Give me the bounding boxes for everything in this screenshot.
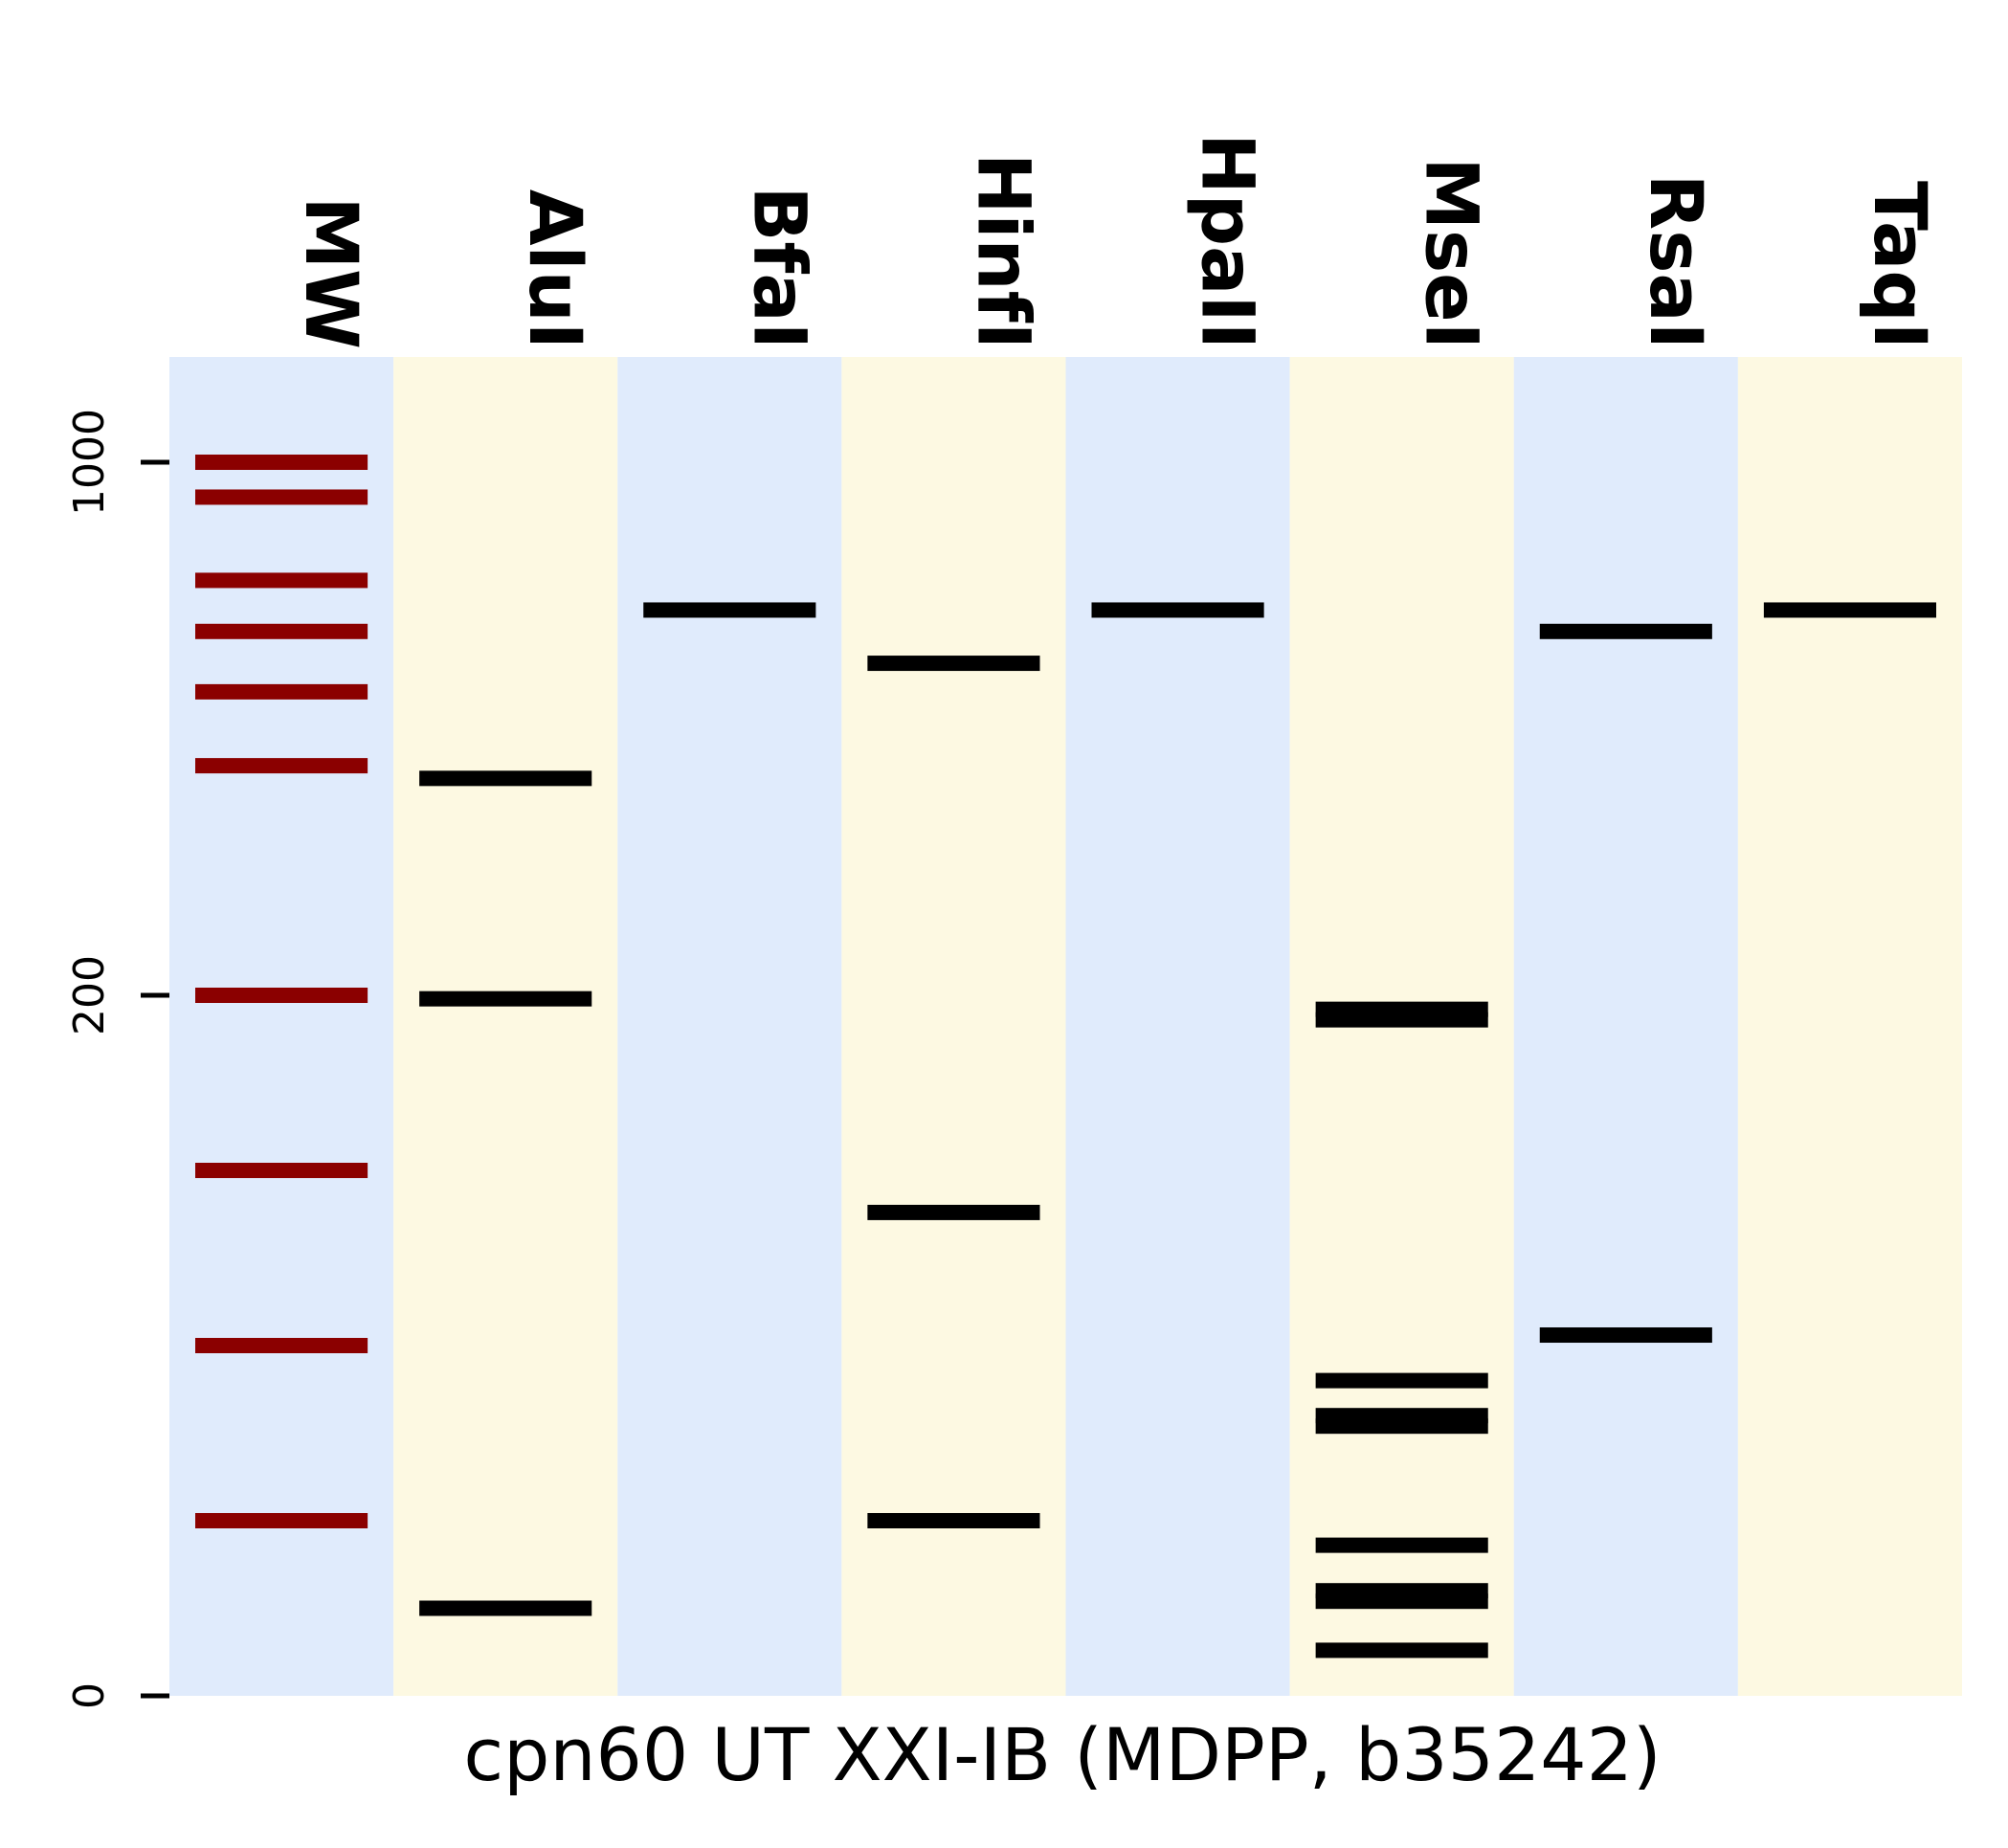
lane-mw-background [169,357,394,1696]
band-hpaii-640 [1091,602,1264,618]
y-tick-label-0: 0 [65,1682,114,1709]
band-msei-43 [1315,1537,1488,1553]
band-mw-900 [195,489,368,505]
lane-label-bfai: BfaI [737,186,822,349]
lane-label-taqi: TaqI [1858,181,1943,349]
band-mw-1000 [195,455,368,470]
band-alui-199 [419,991,592,1007]
band-rsai-103 [1539,1327,1712,1344]
band-msei-27 [1315,1593,1488,1610]
band-mw-500 [195,683,368,700]
lane-label-rsai: RsaI [1634,174,1719,349]
band-mw-700 [195,572,368,589]
band-hinfi-545 [867,656,1040,672]
band-msei-90 [1315,1372,1488,1389]
lane-backgrounds [169,357,1962,1696]
lane-label-hinfi: HinfI [961,153,1046,349]
lane-rsai-background [1513,357,1738,1696]
band-msei-13 [1315,1642,1488,1659]
band-alui-385 [419,770,592,787]
band-msei-193 [1315,1012,1488,1028]
band-mw-600 [195,623,368,639]
band-mw-50 [195,1513,368,1528]
y-tick-label-200: 200 [65,955,114,1035]
y-axis: 1000 200 0 [65,409,169,1709]
lane-label-msei: MseI [1410,157,1495,349]
bands-layer [195,455,1936,1659]
lane-taqi-background [1737,357,1962,1696]
band-hinfi-138 [867,1204,1040,1220]
band-mw-200 [195,988,368,1003]
lane-labels: MW AluI BfaI HinfI HpaII MseI RsaI TaqI [289,133,1943,349]
band-taqi-640 [1763,602,1936,618]
lane-hpaii-background [1065,357,1290,1696]
x-axis-label: cpn60 UT XXI-IB (MDPP, b35242) [463,1712,1661,1797]
band-alui-25 [419,1600,592,1616]
band-hinfi-50 [867,1513,1040,1528]
band-rsai-600 [1539,623,1712,639]
band-msei-77 [1315,1418,1488,1435]
band-mw-400 [195,758,368,774]
lane-label-hpaii: HpaII [1186,133,1271,349]
y-tick-label-1000: 1000 [65,409,114,516]
lane-bfai-background [617,357,842,1696]
lane-alui-background [393,357,618,1696]
band-mw-150 [195,1163,368,1178]
lane-label-mw: MW [289,197,374,349]
band-mw-100 [195,1338,368,1353]
lane-hinfi-background [841,357,1066,1696]
band-bfai-640 [643,602,816,618]
lane-label-alui: AluI [513,189,598,349]
